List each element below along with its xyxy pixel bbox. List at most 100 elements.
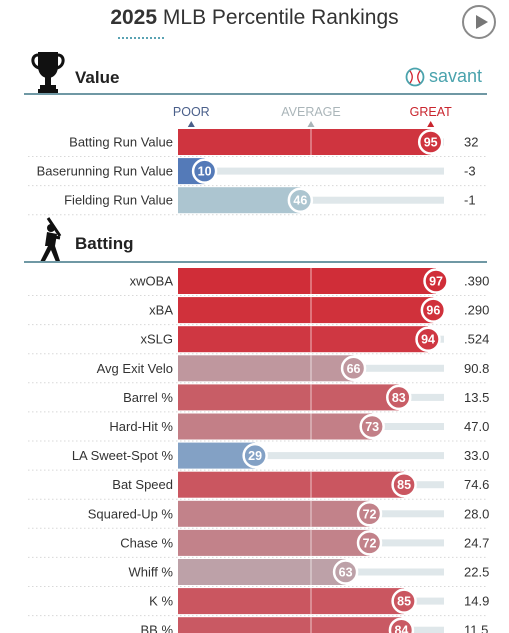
percentile-label: 66: [347, 362, 361, 376]
metric-value: 14.9: [464, 594, 489, 609]
percentile-bar[interactable]: [178, 500, 370, 527]
percentile-label: 85: [397, 478, 411, 492]
percentile-circle: [340, 355, 367, 382]
title-underline: [118, 37, 164, 39]
percentile-bar[interactable]: [178, 442, 256, 469]
scale-label-poor: POOR: [173, 105, 210, 119]
metric-label: Batting Run Value: [69, 135, 173, 150]
percentile-circle: [359, 413, 385, 440]
percentile-bar[interactable]: [178, 559, 346, 585]
scale-label-great: GREAT: [410, 105, 452, 119]
batter-icon: [40, 217, 62, 263]
percentile-label: 94: [421, 333, 435, 347]
percentile-label: 10: [198, 165, 212, 179]
percentile-bar[interactable]: [178, 529, 370, 556]
savant-link[interactable]: savant: [405, 66, 482, 87]
section-rule-value: [24, 93, 487, 95]
percentile-bar[interactable]: [178, 617, 402, 633]
percentile-circle: [356, 530, 383, 556]
metric-label: Hard-Hit %: [109, 419, 173, 434]
percentile-circle: [391, 588, 417, 614]
percentile-label: 84: [394, 624, 408, 633]
percentile-circle: [386, 384, 412, 411]
percentile-bar[interactable]: [178, 588, 405, 615]
section-title-value: Value: [75, 68, 120, 87]
metric-value: 33.0: [464, 448, 489, 463]
scale-marker-great: [427, 121, 435, 127]
title-text: MLB Percentile Rankings: [162, 6, 399, 29]
metric-value: 24.7: [464, 535, 489, 550]
metric-value: 22.5: [464, 565, 489, 580]
percentile-label: 97: [429, 275, 443, 289]
metric-label: LA Sweet-Spot %: [72, 448, 174, 463]
baseball-icon: [405, 67, 425, 86]
metric-value: -3: [464, 164, 476, 179]
percentile-label: 85: [397, 595, 411, 609]
metric-value: 90.8: [464, 361, 489, 376]
percentile-label: 73: [365, 420, 379, 434]
percentile-bar[interactable]: [178, 471, 405, 498]
percentile-circle: [191, 158, 218, 184]
bar-track: [178, 167, 444, 175]
percentile-bar[interactable]: [178, 129, 431, 155]
section-rule-batting: [24, 261, 487, 263]
percentile-label: 96: [426, 304, 440, 318]
metric-value: 13.5: [464, 390, 489, 405]
percentile-circle: [356, 501, 383, 527]
percentile-bar[interactable]: [178, 297, 434, 324]
scale-label-average: AVERAGE: [281, 105, 341, 119]
metric-value: .290: [464, 303, 489, 318]
metric-label: Barrel %: [123, 390, 173, 405]
percentile-label: 29: [248, 449, 262, 463]
percentile-label: 95: [424, 136, 438, 150]
section-title-batting: Batting: [75, 234, 134, 253]
bar-track: [178, 452, 444, 460]
metric-label: Fielding Run Value: [64, 193, 173, 208]
percentile-label: 46: [293, 194, 307, 208]
metric-label: xwOBA: [130, 274, 174, 289]
percentile-bar[interactable]: [178, 326, 429, 353]
metric-value: .524: [464, 332, 489, 347]
percentile-bar[interactable]: [178, 384, 399, 411]
scale-marker-poor: [187, 121, 195, 127]
metric-value: 74.6: [464, 477, 489, 492]
percentile-circle: [242, 442, 268, 469]
metric-value: 32: [464, 135, 478, 150]
percentile-bar[interactable]: [178, 187, 301, 214]
percentile-label: 63: [339, 566, 353, 580]
percentile-circle: [420, 297, 447, 323]
metric-label: Whiff %: [128, 565, 173, 580]
metric-label: Chase %: [120, 535, 173, 550]
percentile-label: 83: [392, 391, 406, 405]
metric-label: xSLG: [140, 332, 173, 347]
percentile-label: 72: [363, 536, 377, 550]
percentile-circle: [415, 326, 441, 352]
trophy-icon: [31, 52, 65, 94]
metric-value: 47.0: [464, 419, 489, 434]
metric-label: Avg Exit Velo: [97, 361, 173, 376]
title-year: 2025: [110, 6, 158, 29]
savant-label: savant: [429, 66, 483, 86]
percentile-circle: [388, 617, 415, 633]
metric-value: 28.0: [464, 506, 489, 521]
metric-value: 11.5: [464, 623, 488, 633]
percentile-bar[interactable]: [178, 268, 437, 294]
percentile-circle: [391, 471, 417, 498]
play-icon[interactable]: [462, 5, 496, 39]
metric-value: .390: [464, 274, 489, 289]
percentile-circle: [332, 559, 359, 585]
scale-marker-average: [307, 121, 315, 127]
percentile-circle: [287, 187, 314, 213]
metric-label: Squared-Up %: [88, 506, 174, 521]
percentile-label: 72: [363, 507, 377, 521]
page-title: 2025 MLB Percentile Rankings: [0, 6, 509, 30]
metric-label: Bat Speed: [112, 477, 173, 492]
metric-label: K %: [149, 594, 173, 609]
metric-label: xBA: [149, 303, 173, 318]
percentile-bar[interactable]: [178, 355, 354, 382]
percentile-bar[interactable]: [178, 413, 373, 440]
metric-label: BB %: [140, 623, 173, 633]
metric-value: -1: [464, 193, 476, 208]
percentile-circle: [423, 268, 449, 294]
